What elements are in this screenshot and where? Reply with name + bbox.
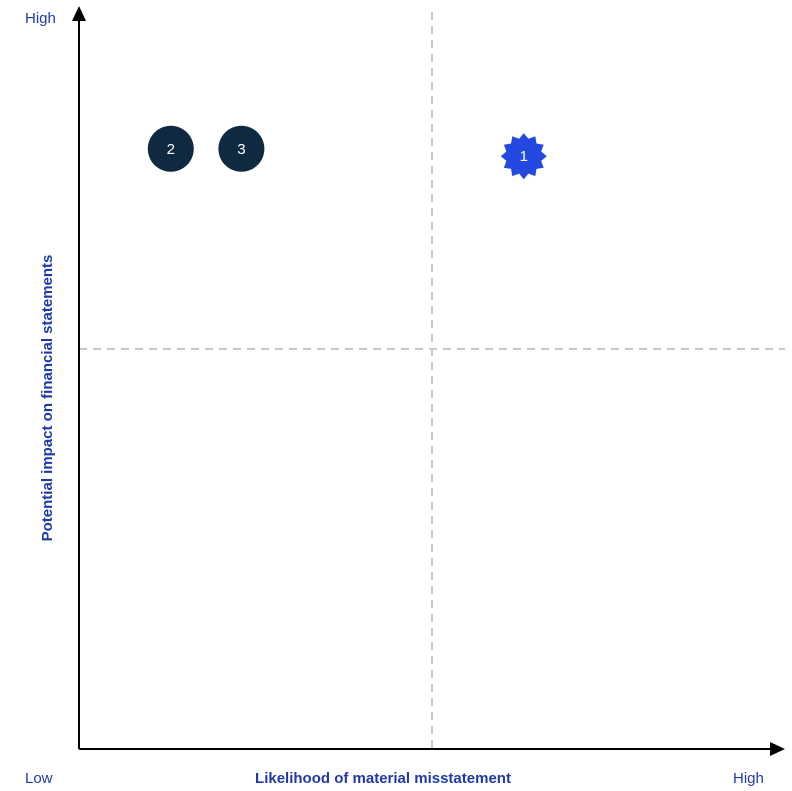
y-axis-high-label: High <box>25 10 56 27</box>
quadrant-guides <box>79 12 785 749</box>
risk-points: 1 2 3 <box>147 125 547 180</box>
x-axis-low-label: Low <box>25 770 53 787</box>
risk-point-2: 2 <box>147 125 194 172</box>
risk-point-3: 3 <box>218 125 265 172</box>
starburst-marker <box>500 133 547 180</box>
y-axis-arrowhead <box>72 6 86 21</box>
risk-point-label: 3 <box>237 141 245 158</box>
risk-point-1: 1 <box>500 133 547 180</box>
x-axis-title: Likelihood of material misstatement <box>255 770 511 787</box>
circle-marker <box>218 125 265 172</box>
x-axis-arrowhead <box>770 742 785 756</box>
circle-marker <box>147 125 194 172</box>
x-axis-high-label: High <box>733 770 764 787</box>
risk-point-label: 2 <box>167 141 175 158</box>
axes <box>72 6 785 756</box>
risk-point-label: 1 <box>520 148 528 165</box>
y-axis-title: Potential impact on financial statements <box>39 255 56 542</box>
